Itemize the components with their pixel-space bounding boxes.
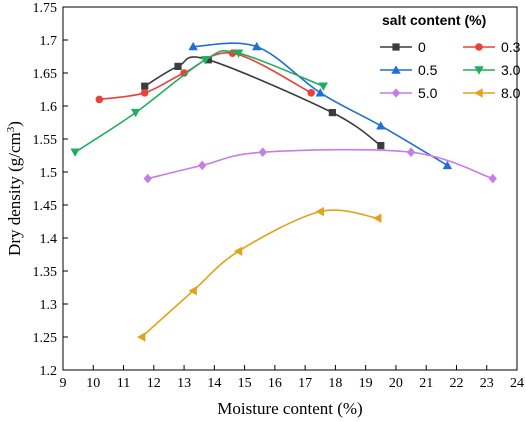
legend-marker <box>391 65 401 74</box>
y-axis-title: Dry density (g/cm3) <box>5 121 24 256</box>
series-line <box>193 42 448 167</box>
legend-marker <box>392 43 400 51</box>
data-point <box>180 69 188 77</box>
legend-label: 5.0 <box>418 85 438 101</box>
x-tick-label: 22 <box>449 376 463 391</box>
y-tick-label: 1.2 <box>40 364 58 379</box>
data-point <box>188 286 197 296</box>
x-axis-title: Moisture content (%) <box>217 399 362 418</box>
data-point <box>141 82 149 90</box>
y-tick-label: 1.65 <box>33 67 58 82</box>
legend-label: 8.0 <box>501 85 521 101</box>
series-8-0 <box>136 206 382 342</box>
data-point <box>252 41 262 51</box>
y-tick-label: 1.35 <box>33 265 58 280</box>
data-point <box>204 56 212 64</box>
x-tick-label: 16 <box>268 376 282 391</box>
data-point <box>233 246 243 256</box>
series-5-0 <box>143 147 497 184</box>
x-tick-label: 19 <box>359 376 373 391</box>
legend-marker <box>475 43 483 51</box>
legend-label: 0 <box>418 39 426 55</box>
y-tick-label: 1.6 <box>40 100 58 115</box>
y-tick-label: 1.45 <box>33 199 58 214</box>
data-point <box>376 121 386 130</box>
x-axis-ticks: 9 10 11 12 13 14 15 16 17 18 19 20 21 22 23 24 <box>60 365 524 391</box>
legend-item: 0 <box>380 39 426 55</box>
legend-item: 8.0 <box>463 85 521 101</box>
data-point <box>442 160 453 170</box>
x-tick-label: 12 <box>147 376 161 391</box>
x-tick-label: 24 <box>510 376 524 391</box>
legend-item: 3.0 <box>463 62 521 78</box>
data-point <box>136 332 146 342</box>
data-point <box>488 173 497 184</box>
y-tick-label: 1.3 <box>40 298 58 313</box>
y-tick-label: 1.55 <box>33 133 58 148</box>
y-tick-label: 1.5 <box>40 166 58 181</box>
y-tick-label: 1.25 <box>33 331 58 346</box>
data-point <box>233 49 244 58</box>
legend-item: 0.3 <box>463 39 521 55</box>
legend-label: 0.3 <box>501 39 521 55</box>
x-tick-label: 10 <box>86 376 100 391</box>
legend-item: 5.0 <box>380 85 438 101</box>
y-axis-title-superscript: 3 <box>5 126 17 132</box>
legend-marker <box>474 66 484 75</box>
data-point <box>70 148 80 157</box>
data-point <box>95 95 104 104</box>
data-point <box>315 206 324 217</box>
data-point <box>258 147 267 157</box>
legend: salt content (%) 0 0.3 0.5 3.0 5.0 8.0 <box>380 12 521 101</box>
x-tick-label: 23 <box>480 376 494 391</box>
data-point <box>318 82 328 91</box>
plot-frame <box>62 6 518 371</box>
plot-area <box>62 6 518 371</box>
data-point <box>406 147 416 157</box>
series-0 <box>141 56 385 150</box>
y-tick-label: 1.7 <box>40 34 58 49</box>
series-3-0 <box>70 49 328 157</box>
x-tick-label: 9 <box>60 376 67 391</box>
data-point <box>130 108 141 118</box>
x-tick-label: 15 <box>238 376 252 391</box>
legend-label: 3.0 <box>501 62 521 78</box>
x-tick-label: 14 <box>207 376 221 391</box>
data-point <box>188 41 198 51</box>
y-tick-label: 1.4 <box>40 232 58 247</box>
legend-item: 0.5 <box>380 62 438 78</box>
legend-title: salt content (%) <box>382 12 486 28</box>
y-axis-title-tail: ) <box>5 121 24 127</box>
series-0-3 <box>95 49 315 104</box>
data-point <box>174 62 182 70</box>
data-point <box>307 89 315 97</box>
data-point <box>377 142 385 150</box>
y-axis-title-main: Dry density (g/cm <box>5 132 24 256</box>
x-tick-label: 20 <box>389 376 403 391</box>
x-tick-label: 13 <box>177 376 191 391</box>
data-point <box>373 213 382 223</box>
data-point <box>198 160 207 171</box>
legend-label: 0.5 <box>418 62 438 78</box>
series-0-5 <box>188 41 453 170</box>
data-point <box>200 56 210 65</box>
data-point <box>315 88 325 97</box>
legend-marker <box>391 88 401 98</box>
x-tick-label: 18 <box>328 376 342 391</box>
data-point <box>143 173 152 184</box>
series-layer <box>70 41 497 342</box>
x-tick-label: 17 <box>298 376 312 391</box>
x-tick-label: 21 <box>419 376 433 391</box>
series-line <box>144 56 382 147</box>
y-tick-label: 1.75 <box>33 1 58 16</box>
x-tick-label: 11 <box>117 376 130 391</box>
series-line <box>141 209 378 338</box>
series-line <box>147 148 494 180</box>
data-point <box>140 89 149 97</box>
y-axis-ticks: 1.2 1.25 1.3 1.35 1.4 1.45 1.5 1.55 1.6 1.65 1.7 1.… <box>33 1 68 379</box>
legend-marker <box>474 88 483 98</box>
data-point <box>328 109 336 117</box>
